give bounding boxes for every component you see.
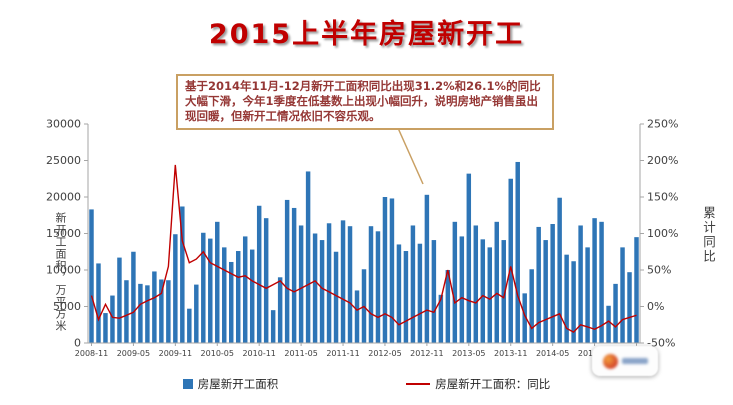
- bar-swatch: [182, 379, 193, 389]
- svg-text:2010-11: 2010-11: [242, 349, 275, 358]
- svg-text:20000: 20000: [46, 191, 81, 204]
- left-axis-title: 新开工面积，万平方米: [54, 212, 67, 332]
- svg-text:30000: 30000: [46, 118, 81, 131]
- svg-text:2014-05: 2014-05: [536, 349, 569, 358]
- watermark-logo: [592, 346, 658, 376]
- svg-text:2012-11: 2012-11: [410, 349, 443, 358]
- svg-text:0%: 0%: [647, 300, 664, 313]
- svg-text:200%: 200%: [647, 154, 678, 167]
- svg-text:150%: 150%: [647, 191, 678, 204]
- svg-text:5000: 5000: [53, 300, 81, 313]
- annotation-text: 基于2014年11月-12月新开工面积同比出现31.2%和26.1%的同比大幅下…: [185, 79, 541, 124]
- legend-item-bars: 房屋新开工面积: [182, 376, 279, 392]
- svg-text:2011-11: 2011-11: [326, 349, 359, 358]
- right-axis-title: 累计同比: [701, 206, 716, 264]
- watermark-blob-icon: [602, 353, 618, 369]
- svg-text:2013-11: 2013-11: [494, 349, 527, 358]
- legend-bar-label: 房屋新开工面积: [197, 377, 279, 391]
- svg-text:2010-05: 2010-05: [201, 349, 234, 358]
- svg-text:2011-05: 2011-05: [284, 349, 317, 358]
- svg-text:2009-05: 2009-05: [117, 349, 150, 358]
- svg-text:0: 0: [74, 337, 81, 350]
- annotation-callout: 基于2014年11月-12月新开工面积同比出现31.2%和26.1%的同比大幅下…: [176, 74, 554, 130]
- legend-line-label: 房屋新开工面积：同比: [435, 377, 551, 391]
- legend-item-line: 房屋新开工面积：同比: [406, 376, 550, 392]
- legend: 房屋新开工面积 房屋新开工面积：同比: [0, 376, 733, 392]
- svg-text:2009-11: 2009-11: [159, 349, 192, 358]
- svg-text:10000: 10000: [46, 264, 81, 277]
- svg-text:50%: 50%: [647, 264, 671, 277]
- svg-text:100%: 100%: [647, 227, 678, 240]
- svg-text:2008-11: 2008-11: [75, 349, 108, 358]
- line-swatch: [406, 383, 431, 385]
- svg-text:25000: 25000: [46, 154, 81, 167]
- watermark-text-smudge: [621, 358, 648, 364]
- svg-text:2013-05: 2013-05: [452, 349, 485, 358]
- svg-text:250%: 250%: [647, 118, 678, 131]
- chart-title: 2015上半年房屋新开工: [208, 19, 525, 50]
- svg-text:2012-05: 2012-05: [368, 349, 401, 358]
- svg-text:15000: 15000: [46, 227, 81, 240]
